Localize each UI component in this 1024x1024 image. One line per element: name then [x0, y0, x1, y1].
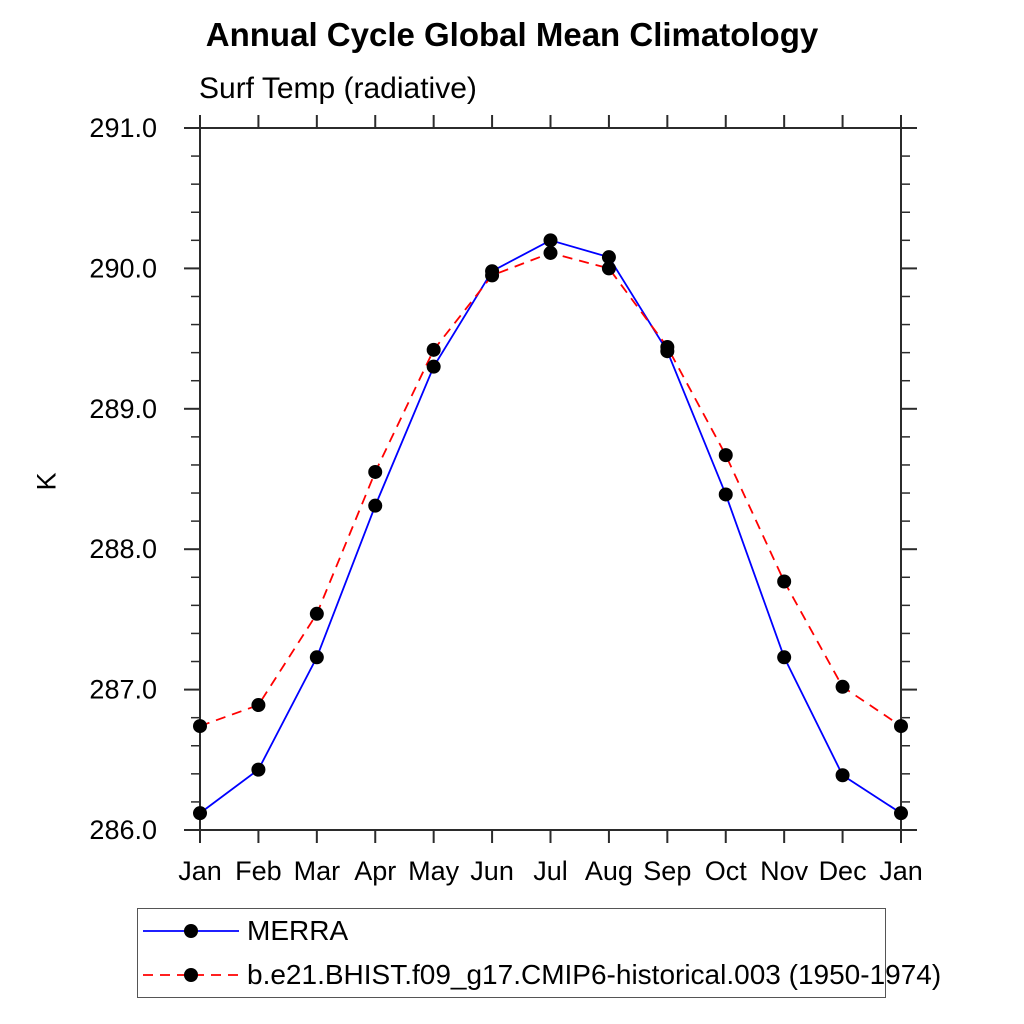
data-point-merra	[193, 806, 207, 821]
data-point-model	[543, 245, 558, 260]
data-point-model	[835, 679, 850, 694]
merra-line-sample	[143, 924, 239, 939]
x-tick-label: Mar	[294, 856, 341, 886]
data-point-merra	[777, 650, 792, 665]
data-point-model	[251, 698, 266, 713]
data-point-merra	[835, 768, 850, 783]
data-point-merra	[309, 650, 324, 665]
x-tick-label: Dec	[819, 856, 867, 886]
data-point-merra	[368, 498, 383, 513]
y-tick-label: 291.0	[89, 113, 157, 143]
x-tick-label: Apr	[354, 856, 396, 886]
merra-marker-icon	[184, 924, 198, 939]
series-line-model	[199, 252, 902, 727]
legend-row-merra: MERRA	[138, 910, 885, 952]
y-tick-label: 289.0	[89, 394, 157, 424]
data-point-model	[485, 268, 500, 283]
plot-frame	[199, 127, 902, 831]
x-tick-label: Jun	[470, 856, 514, 886]
y-tick-label: 287.0	[89, 675, 157, 705]
data-point-model	[718, 448, 733, 463]
data-point-merra	[543, 233, 558, 248]
x-tick-label: Oct	[705, 856, 748, 886]
y-tick-label: 290.0	[89, 253, 157, 283]
chart-title: Annual Cycle Global Mean Climatology	[205, 16, 819, 53]
data-point-model	[309, 606, 324, 621]
data-point-model	[894, 719, 908, 734]
x-tick-label: Jan	[178, 856, 222, 886]
x-tick-label: Nov	[760, 856, 809, 886]
x-tick-label: Sep	[643, 856, 691, 886]
y-tick-label: 288.0	[89, 534, 157, 564]
x-tick-label: May	[408, 856, 460, 886]
data-point-merra	[601, 250, 616, 265]
data-point-model	[193, 719, 207, 734]
y-tick-label: 286.0	[89, 815, 157, 845]
x-tick-label: Aug	[585, 856, 633, 886]
legend-label-model: b.e21.BHIST.f09_g17.CMIP6-historical.003…	[247, 958, 942, 990]
data-point-merra	[251, 762, 266, 777]
model-marker-icon	[184, 967, 198, 982]
legend-row-model: b.e21.BHIST.f09_g17.CMIP6-historical.003…	[138, 954, 941, 996]
data-point-model	[368, 464, 383, 479]
series-line-merra	[199, 239, 902, 814]
data-point-merra	[426, 359, 441, 374]
data-point-model	[660, 340, 675, 355]
x-tick-label: Feb	[235, 856, 282, 886]
x-tick-label: Jan	[879, 856, 923, 886]
data-point-model	[777, 574, 792, 589]
data-point-merra	[894, 806, 908, 821]
data-point-model	[601, 261, 616, 276]
data-point-model	[426, 342, 441, 357]
x-tick-label: Jul	[533, 856, 568, 886]
legend-label-merra: MERRA	[247, 915, 349, 947]
legend-box: MERRA b.e21.BHIST.f09_g17.CMIP6-historic…	[137, 908, 941, 998]
data-point-merra	[718, 487, 733, 502]
model-line-sample	[143, 967, 239, 982]
chart-subtitle: Surf Temp (radiative)	[199, 72, 477, 105]
